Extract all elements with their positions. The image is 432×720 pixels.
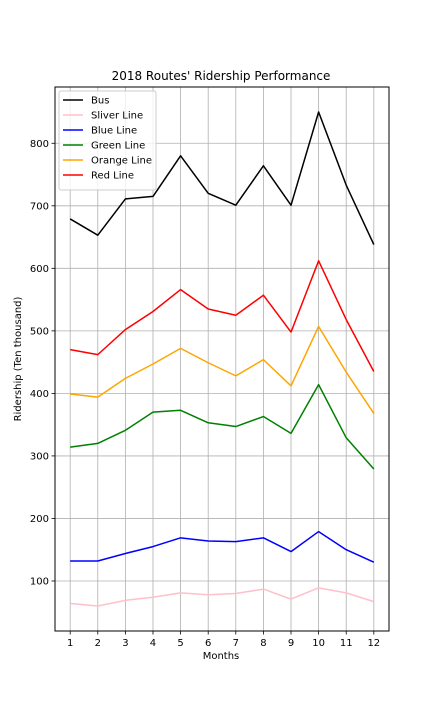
legend: Bus Sliver Line Blue Line Green Line Orange … xyxy=(59,91,156,190)
x-tick-label: 4 xyxy=(150,638,156,649)
x-tick-label: 9 xyxy=(288,638,294,649)
x-tick-label: 12 xyxy=(367,638,380,649)
legend-label-green-line: Green Line xyxy=(91,141,145,152)
y-tick-label: 500 xyxy=(30,326,49,337)
y-axis-title: Ridership (Ten thousand) xyxy=(13,296,24,421)
legend-label-red-line: Red Line xyxy=(91,171,134,182)
y-tick-label: 200 xyxy=(30,514,49,525)
y-tick-label: 300 xyxy=(30,451,49,462)
legend-label-sliver-line: Sliver Line xyxy=(91,111,143,122)
x-tick-label: 3 xyxy=(122,638,128,649)
legend-label-bus: Bus xyxy=(91,96,109,107)
x-tick-label: 8 xyxy=(260,638,266,649)
x-tick-label: 10 xyxy=(312,638,325,649)
x-tick-label: 7 xyxy=(233,638,239,649)
x-tick-label: 2 xyxy=(95,638,101,649)
legend-label-blue-line: Blue Line xyxy=(91,126,137,137)
y-tick-label: 400 xyxy=(30,389,49,400)
x-axis-title: Months xyxy=(203,651,240,662)
legend-label-orange-line: Orange Line xyxy=(91,156,152,167)
y-tick-label: 700 xyxy=(30,201,49,212)
y-tick-label: 100 xyxy=(30,576,49,587)
chart-title: 2018 Routes' Ridership Performance xyxy=(112,69,331,83)
x-tick-label: 1 xyxy=(67,638,73,649)
x-tick-label: 6 xyxy=(205,638,211,649)
y-tick-label: 800 xyxy=(30,139,49,150)
x-tick-label: 5 xyxy=(177,638,183,649)
y-tick-label: 600 xyxy=(30,264,49,275)
x-tick-label: 11 xyxy=(340,638,353,649)
